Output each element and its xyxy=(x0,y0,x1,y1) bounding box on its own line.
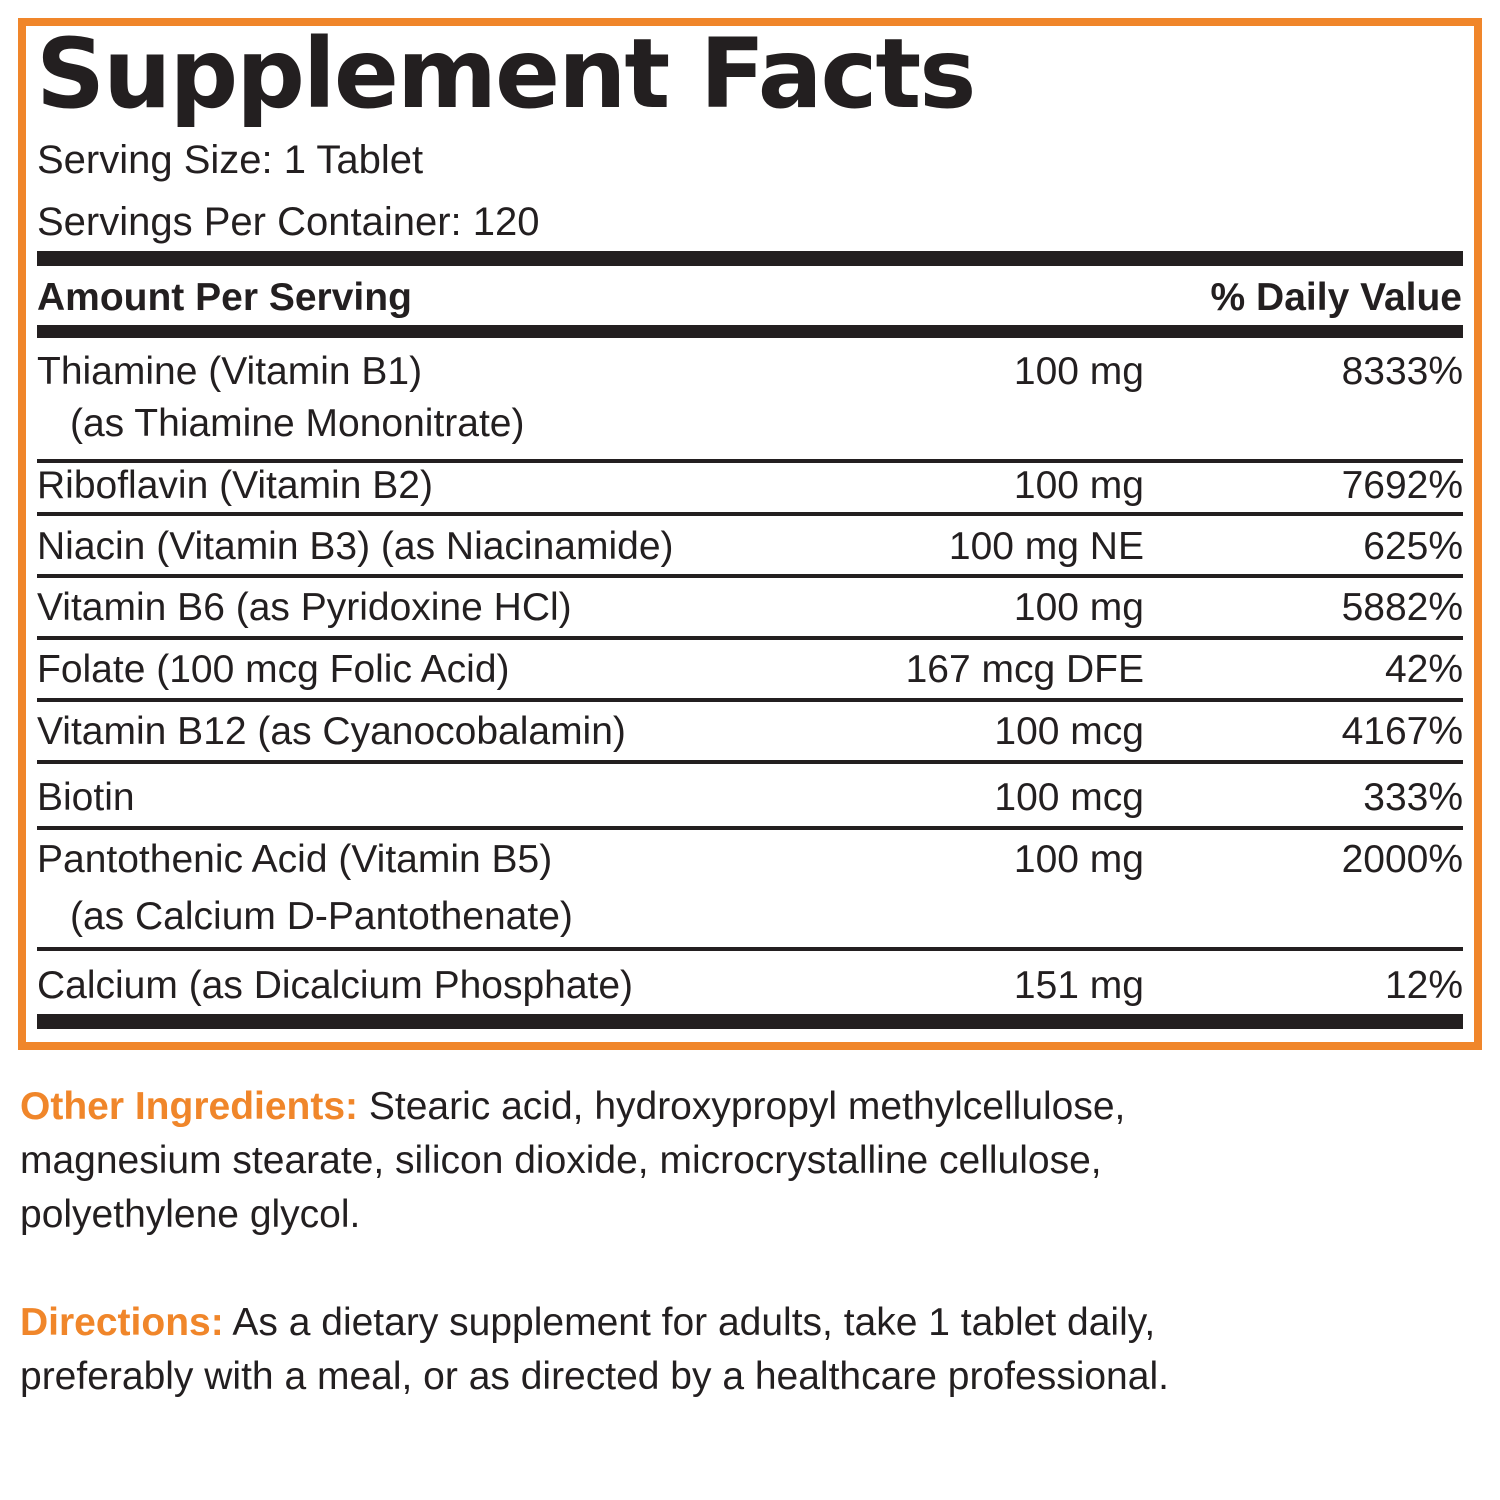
row-divider xyxy=(37,826,1463,830)
row-divider xyxy=(37,760,1463,764)
nutrient-amount: 100 mg xyxy=(1013,838,1144,881)
nutrient-amount: 100 mg xyxy=(1013,464,1144,507)
other-ingredients-text: Stearic acid, hydroxypropyl methylcellul… xyxy=(358,1085,1126,1128)
nutrient-amount: 151 mg xyxy=(1013,964,1144,1007)
nutrient-source: (as Thiamine Mononitrate) xyxy=(70,402,525,445)
nutrient-amount: 167 mcg DFE xyxy=(905,648,1144,691)
row-divider xyxy=(37,947,1463,951)
nutrient-name: Niacin (Vitamin B3) (as Niacinamide) xyxy=(37,525,674,568)
nutrient-name: Folate (100 mcg Folic Acid) xyxy=(37,648,510,691)
row-divider xyxy=(37,459,1463,463)
nutrient-name: Vitamin B6 (as Pyridoxine HCl) xyxy=(37,586,572,629)
nutrient-daily-value: 42% xyxy=(1384,648,1463,691)
nutrient-daily-value: 2000% xyxy=(1341,838,1463,881)
nutrient-name: Thiamine (Vitamin B1) xyxy=(37,350,423,393)
nutrient-daily-value: 12% xyxy=(1384,964,1463,1007)
directions-text: As a dietary supplement for adults, take… xyxy=(223,1301,1156,1344)
nutrient-amount: 100 mg xyxy=(1013,350,1144,393)
nutrient-name: Calcium (as Dicalcium Phosphate) xyxy=(37,964,634,1007)
nutrient-name: Riboflavin (Vitamin B2) xyxy=(37,464,433,507)
row-divider xyxy=(37,512,1463,516)
other-ingredients-text: magnesium stearate, silicon dioxide, mic… xyxy=(20,1139,1102,1182)
servings-per-container: Servings Per Container: 120 xyxy=(37,200,540,244)
supplement-facts-panel xyxy=(18,18,1482,1050)
serving-size: Serving Size: 1 Tablet xyxy=(37,138,424,182)
nutrient-daily-value: 625% xyxy=(1363,525,1463,568)
nutrient-daily-value: 4167% xyxy=(1341,710,1463,753)
nutrient-source: (as Calcium D-Pantothenate) xyxy=(70,895,573,938)
other-ingredients-label: Other Ingredients: xyxy=(20,1085,359,1128)
label-title: Supplement Facts xyxy=(36,18,976,130)
nutrient-amount: 100 mg xyxy=(1013,586,1144,629)
nutrient-daily-value: 7692% xyxy=(1341,464,1463,507)
nutrient-amount: 100 mcg xyxy=(994,776,1144,819)
directions: Directions: As a dietary supplement for … xyxy=(20,1296,1420,1404)
header-daily-value: % Daily Value xyxy=(1210,276,1462,319)
directions-text: preferably with a meal, or as directed b… xyxy=(20,1355,1169,1398)
divider-thick-bottom xyxy=(37,1014,1463,1029)
row-divider xyxy=(37,698,1463,702)
divider-thick-top xyxy=(37,251,1463,266)
divider-header xyxy=(37,325,1463,338)
header-amount-per-serving: Amount Per Serving xyxy=(37,276,412,319)
other-ingredients: Other Ingredients: Stearic acid, hydroxy… xyxy=(20,1080,1420,1242)
nutrient-daily-value: 5882% xyxy=(1341,586,1463,629)
directions-label: Directions: xyxy=(20,1301,224,1344)
nutrient-amount: 100 mcg xyxy=(994,710,1144,753)
nutrient-daily-value: 333% xyxy=(1363,776,1463,819)
row-divider xyxy=(37,574,1463,578)
nutrient-daily-value: 8333% xyxy=(1341,350,1463,393)
nutrient-name: Pantothenic Acid (Vitamin B5) xyxy=(37,838,553,881)
other-ingredients-text: polyethylene glycol. xyxy=(20,1193,361,1236)
nutrient-name: Vitamin B12 (as Cyanocobalamin) xyxy=(37,710,626,753)
nutrient-name: Biotin xyxy=(37,776,135,819)
nutrient-amount: 100 mg NE xyxy=(948,525,1144,568)
row-divider xyxy=(37,636,1463,640)
